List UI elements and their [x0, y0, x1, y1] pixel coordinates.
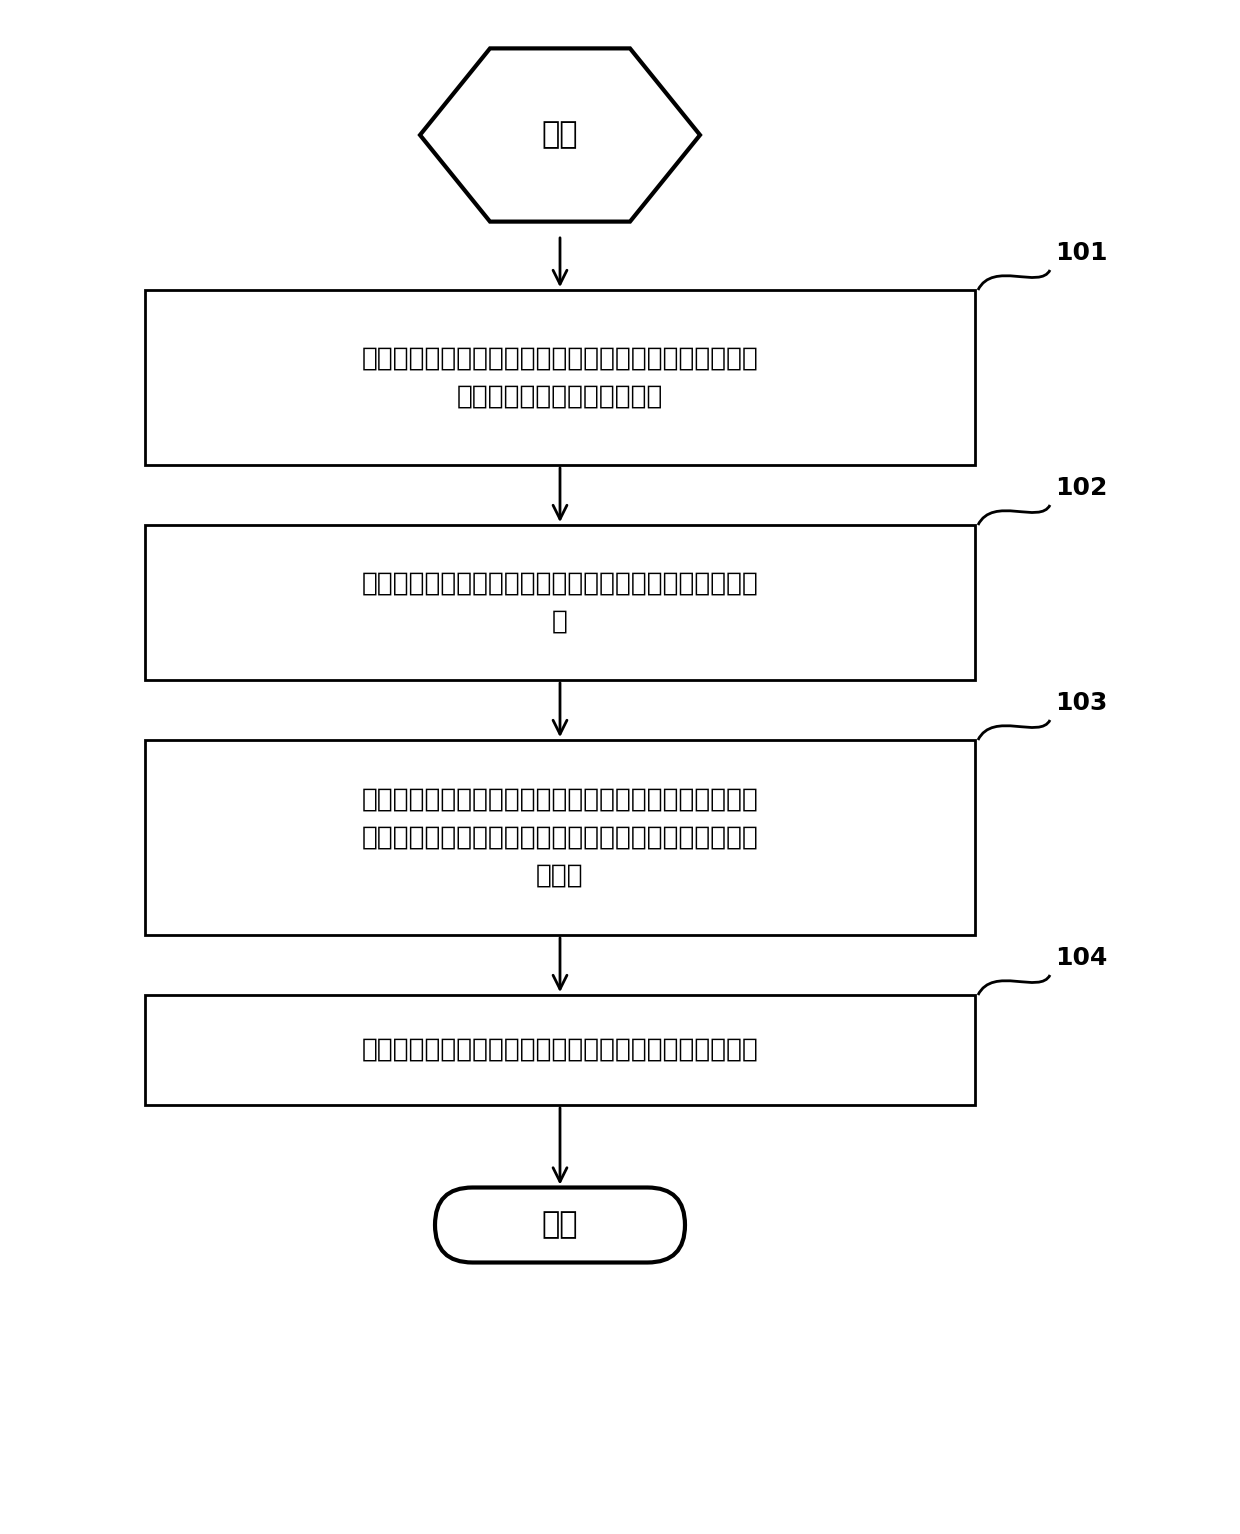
Text: 101: 101 [1055, 241, 1107, 265]
Polygon shape [420, 49, 701, 221]
FancyBboxPatch shape [145, 739, 975, 936]
Text: 103: 103 [1055, 690, 1107, 715]
Text: 确定发射天线，并利用确定的所述发射天线进行上行传输: 确定发射天线，并利用确定的所述发射天线进行上行传输 [362, 1037, 759, 1063]
FancyBboxPatch shape [435, 1187, 684, 1262]
FancyBboxPatch shape [145, 996, 975, 1104]
Text: 在终端的多个天线接收下行信号时，获取天线之间的接收
下行信号的测量値的第一差値: 在终端的多个天线接收下行信号时，获取天线之间的接收 下行信号的测量値的第一差値 [362, 345, 759, 410]
Text: 104: 104 [1055, 946, 1107, 969]
Text: 如果第一差値满足第一预设条件，向基站发送第一上报信
息: 如果第一差値满足第一预设条件，向基站发送第一上报信 息 [362, 571, 759, 635]
Text: 开始: 开始 [542, 121, 578, 149]
Text: 结束: 结束 [542, 1210, 578, 1239]
FancyBboxPatch shape [145, 525, 975, 680]
Text: 获取所述基站根据所述第一上报信息发送的第一通知消息
，所述第一通知消息用于通知终端调整天线的当前上行传
输模式: 获取所述基站根据所述第一上报信息发送的第一通知消息 ，所述第一通知消息用于通知终… [362, 787, 759, 888]
Text: 102: 102 [1055, 476, 1107, 500]
FancyBboxPatch shape [145, 290, 975, 465]
